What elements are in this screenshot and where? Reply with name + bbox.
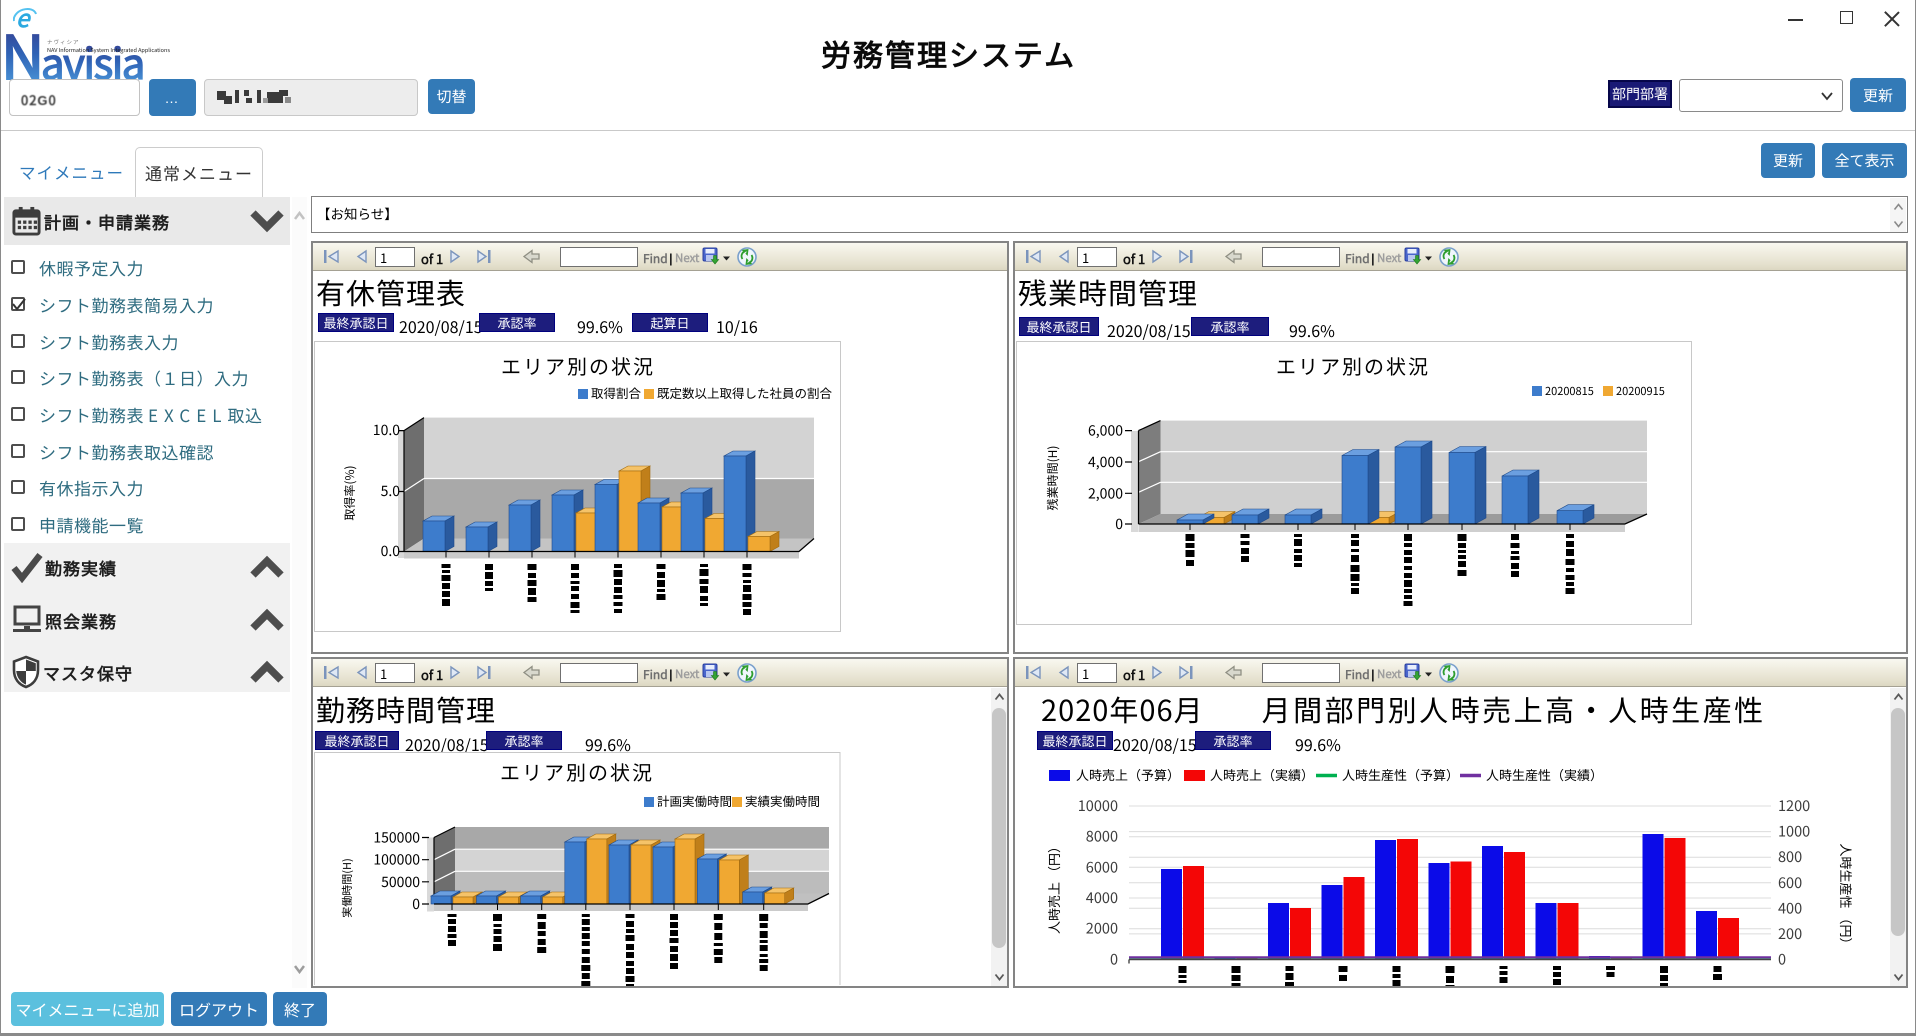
- svg-text:0: 0: [1115, 514, 1123, 534]
- svg-text:1200: 1200: [1778, 795, 1810, 816]
- svg-text:100000: 100000: [373, 850, 420, 870]
- svg-text:6,000: 6,000: [1088, 421, 1123, 441]
- svg-text:人時売上 （円）: 人時売上 （円）: [1044, 840, 1063, 934]
- svg-text:150000: 150000: [373, 828, 420, 848]
- svg-text:人時生産性（実績）: 人時生産性（実績）: [1486, 765, 1603, 784]
- svg-text:1000: 1000: [1778, 821, 1810, 842]
- svg-text:0: 0: [1110, 949, 1118, 970]
- svg-text:0: 0: [1778, 949, 1786, 970]
- svg-text:エリア別の状況: エリア別の状況: [501, 351, 655, 380]
- svg-text:2,000: 2,000: [1088, 483, 1123, 503]
- svg-text:N: N: [4, 33, 41, 81]
- svg-text:400: 400: [1778, 897, 1802, 918]
- svg-text:10.0: 10.0: [373, 420, 400, 440]
- svg-text:実績実働時間: 実績実働時間: [745, 791, 820, 810]
- svg-text:人時生産性 （円）: 人時生産性 （円）: [1837, 844, 1856, 951]
- svg-text:20200915: 20200915: [1616, 383, 1665, 399]
- svg-text:エリア別の状況: エリア別の状況: [1276, 351, 1430, 380]
- svg-text:e: e: [16, 6, 32, 32]
- svg-text:50000: 50000: [381, 872, 420, 892]
- svg-text:既定数以上取得した社員の割合: 既定数以上取得した社員の割合: [657, 383, 833, 402]
- svg-text:800: 800: [1778, 846, 1802, 867]
- svg-text:0.0: 0.0: [381, 541, 401, 561]
- svg-text:8000: 8000: [1086, 826, 1118, 847]
- svg-text:0: 0: [412, 894, 420, 914]
- svg-text:200: 200: [1778, 923, 1802, 944]
- svg-text:取得割合: 取得割合: [591, 383, 642, 402]
- svg-text:NAV Information System Inte: NAV Information System Integrated Applic…: [47, 46, 170, 54]
- svg-text:6000: 6000: [1086, 856, 1118, 877]
- svg-text:実働時間(H): 実働時間(H): [339, 858, 355, 917]
- svg-text:2000: 2000: [1086, 918, 1118, 939]
- svg-text:10000: 10000: [1078, 795, 1118, 816]
- svg-text:残業時間(H): 残業時間(H): [1044, 446, 1061, 511]
- svg-text:5.0: 5.0: [381, 481, 401, 501]
- svg-text:4,000: 4,000: [1088, 452, 1123, 472]
- svg-text:エリア別の状況: エリア別の状況: [500, 757, 654, 786]
- svg-text:人時生産性（予算）: 人時生産性（予算）: [1342, 765, 1459, 784]
- svg-text:人時売上（実績）: 人時売上（実績）: [1210, 765, 1314, 784]
- svg-text:計画実働時間: 計画実働時間: [657, 791, 732, 810]
- svg-text:取得率(%): 取得率(%): [341, 465, 358, 520]
- svg-text:avisia: avisia: [41, 33, 144, 81]
- svg-text:600: 600: [1778, 872, 1802, 893]
- svg-text:4000: 4000: [1086, 887, 1118, 908]
- svg-text:ナヴィシア: ナヴィシア: [47, 38, 80, 46]
- svg-text:人時売上（予算）: 人時売上（予算）: [1076, 765, 1180, 784]
- svg-text:20200815: 20200815: [1545, 383, 1594, 399]
